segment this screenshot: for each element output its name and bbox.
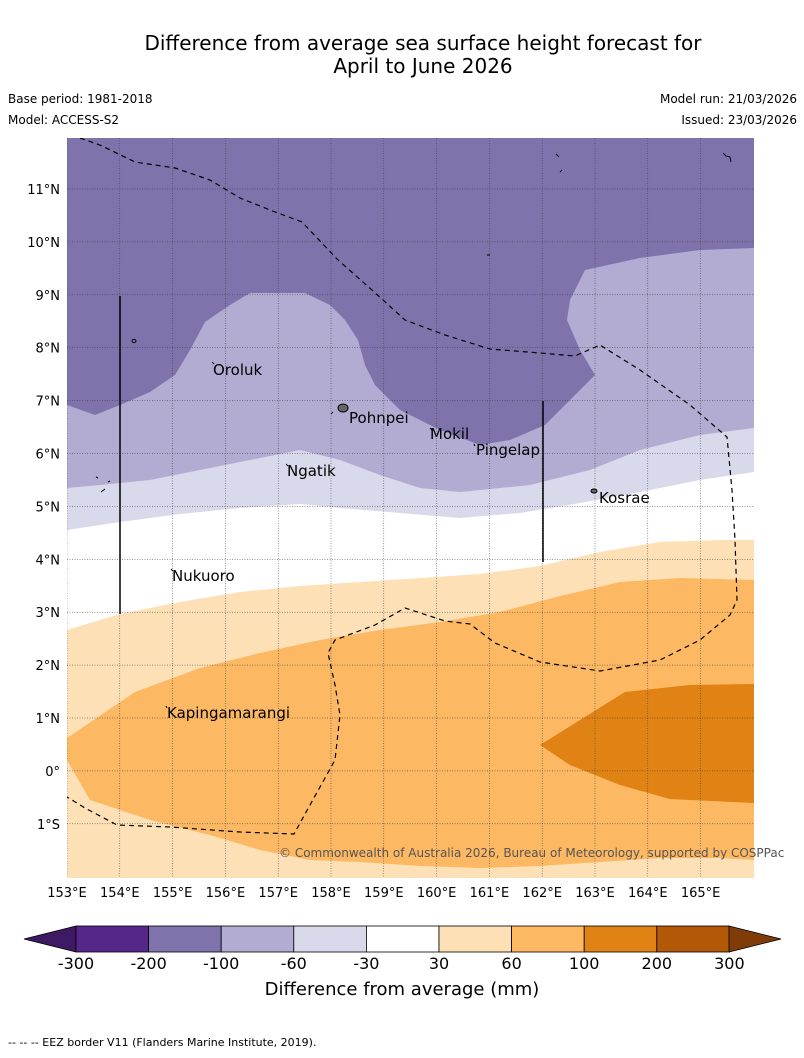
model-name: Model: ACCESS-S2: [8, 113, 120, 127]
label-pohnpei: Pohnpei: [349, 409, 409, 427]
colorbar-tick-label: -100: [203, 954, 239, 973]
colorbar-high-extension: [728, 925, 782, 953]
band-neg-100-200: [67, 138, 754, 445]
lat-label: 7°N: [36, 395, 61, 410]
lon-label: 155°E: [153, 886, 193, 901]
title-line-2: April to June 2026: [333, 54, 513, 78]
colorbar: -300 -200 -100 -60 -30 30 60 100 200 300: [23, 925, 782, 973]
western-atolls: [95, 476, 111, 493]
latitude-labels: 11°N 10°N 9°N 8°N 7°N 6°N 5°N 4°N 3°N 2°N 1°N 0° 1°S: [27, 183, 60, 833]
band-pos-60-100: [67, 578, 754, 868]
lon-label: 156°E: [206, 886, 246, 901]
lon-label: 153°E: [47, 886, 87, 901]
colorbar-tick-label: 300: [714, 954, 745, 973]
colorbar-tick-label: 30: [429, 954, 449, 973]
label-kosrae: Kosrae: [599, 489, 650, 507]
graticule: [67, 138, 754, 878]
lon-label: 165°E: [681, 886, 721, 901]
lon-label: 158°E: [311, 886, 351, 901]
lon-label: 162°E: [522, 886, 562, 901]
lat-label: 6°N: [36, 448, 61, 463]
chart-title: Difference from average sea surface heig…: [0, 32, 804, 78]
lon-label: 154°E: [100, 886, 140, 901]
eez-source-note: -- -- -- EEZ border V11 (Flanders Marine…: [8, 1036, 317, 1049]
lat-label: 9°N: [36, 289, 61, 304]
lat-label: 1°N: [36, 712, 61, 727]
lat-label: 3°N: [36, 606, 61, 621]
colorbar-low-extension: [23, 925, 77, 953]
colorbar-cell: [220, 925, 295, 953]
colorbar-cell: [293, 925, 367, 953]
colorbar-cell: [438, 925, 512, 953]
minor-atoll: [131, 338, 137, 344]
colorbar-cell: [583, 925, 658, 953]
colorbar-tick-label: 200: [642, 954, 673, 973]
lat-label: 11°N: [27, 183, 60, 198]
forecast-map: [67, 138, 754, 878]
label-kapingamarangi: Kapingamarangi: [167, 704, 290, 722]
copyright-text: © Commonwealth of Australia 2026, Bureau…: [279, 846, 784, 860]
label-oroluk: Oroluk: [213, 361, 262, 379]
lon-label: 160°E: [417, 886, 457, 901]
lon-label: 161°E: [470, 886, 510, 901]
base-period: Base period: 1981-2018: [8, 92, 153, 106]
colorbar-cell: [148, 925, 222, 953]
colorbar-tick-label: 100: [569, 954, 600, 973]
lon-label: 164°E: [628, 886, 668, 901]
lat-label: 1°S: [37, 818, 60, 833]
colorbar-tick-label: 60: [501, 954, 521, 973]
northern-atolls: [555, 152, 732, 173]
colorbar-tick-label: -200: [130, 954, 166, 973]
colorbar-tick-label: -30: [353, 954, 379, 973]
islands: [95, 152, 732, 709]
colorbar-tick-label: -60: [281, 954, 307, 973]
eez-border: [67, 138, 738, 835]
lat-label: 0°: [45, 765, 60, 780]
place-markers: [165, 361, 476, 709]
lon-label: 157°E: [258, 886, 298, 901]
lat-label: 5°N: [36, 500, 61, 515]
lat-label: 10°N: [27, 236, 60, 251]
model-run: Model run: 21/03/2026: [659, 92, 797, 106]
lon-label: 163°E: [575, 886, 615, 901]
label-nukuoro: Nukuoro: [172, 567, 235, 585]
issued-date: Issued: 23/03/2026: [681, 113, 797, 127]
colorbar-tick-label: -300: [58, 954, 94, 973]
pohnpei-island: [337, 403, 349, 413]
label-mokil: Mokil: [430, 425, 469, 443]
longitude-labels: 153°E 154°E 155°E 156°E 157°E 158°E 159°E 160°E…: [47, 886, 720, 901]
lat-label: 8°N: [36, 342, 61, 357]
colorbar-cell: [656, 925, 730, 953]
colorbar-cell: [511, 925, 585, 953]
place-labels: Oroluk Pohnpei Mokil Pingelap Ngatik Kos…: [167, 361, 650, 722]
colorbar-cell: [75, 925, 149, 953]
lat-label: 4°N: [36, 553, 61, 568]
lat-label: 2°N: [36, 659, 61, 674]
kosrae-island: [590, 488, 598, 494]
label-pingelap: Pingelap: [476, 441, 540, 459]
legend-title: Difference from average (mm): [265, 979, 540, 1000]
colorbar-cell: [365, 925, 440, 953]
title-line-1: Difference from average sea surface heig…: [144, 31, 702, 55]
label-ngatik: Ngatik: [287, 462, 336, 480]
lon-label: 159°E: [364, 886, 404, 901]
